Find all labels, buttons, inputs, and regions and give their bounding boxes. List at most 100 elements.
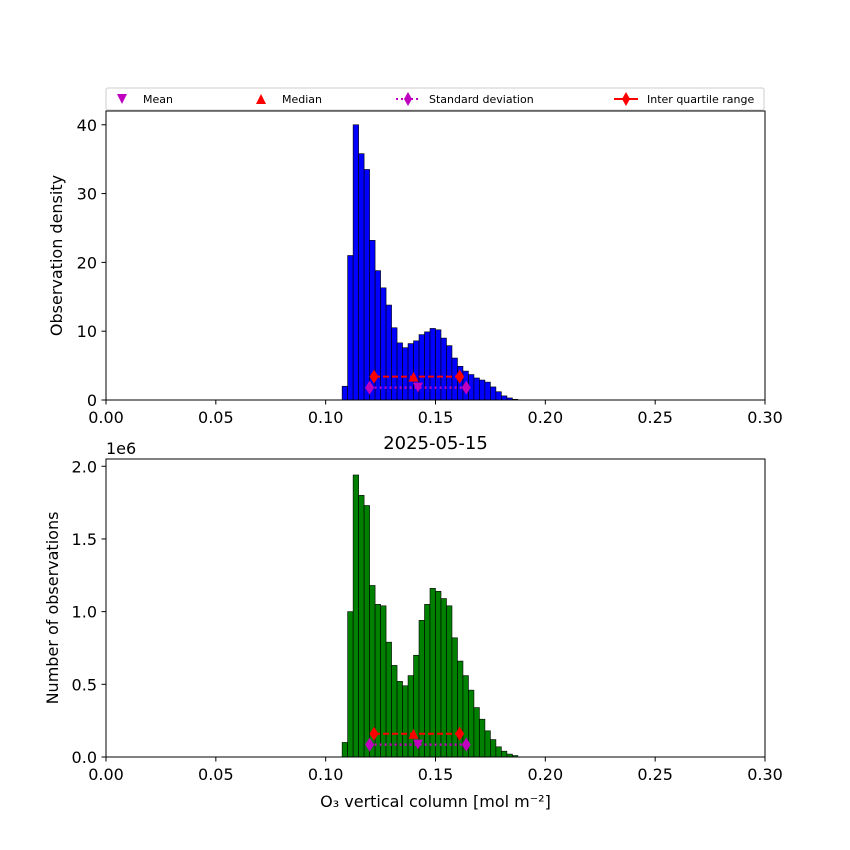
legend-diamond-icon [404, 92, 412, 106]
legend-label: Standard deviation [429, 93, 534, 106]
density-x-tick-label: 0.00 [88, 408, 124, 427]
count-chart-title: 2025-05-15 [383, 433, 488, 454]
legend: Mean Median Standard deviation Inter quarti… [105, 87, 765, 111]
count-x-tick-label: 0.30 [747, 765, 783, 784]
count-bar [490, 739, 497, 758]
density-bar [501, 395, 508, 401]
density-x-tick-label: 0.05 [198, 408, 234, 427]
density-bar [495, 391, 502, 401]
count-bar [341, 742, 348, 758]
count-bar [418, 620, 425, 758]
count-bar [429, 588, 436, 758]
count-bar [451, 637, 458, 758]
count-iqr-marker [369, 726, 379, 741]
density-bar [396, 342, 403, 401]
density-mean-marker [412, 382, 423, 393]
count-x-tick-label: 0.05 [198, 765, 234, 784]
legend-triangle-up-icon [256, 94, 266, 104]
count-bar [363, 505, 370, 758]
density-bar [446, 345, 453, 401]
count-bar [347, 611, 354, 758]
density-bar [429, 328, 436, 401]
legend-item: Standard deviation [396, 92, 534, 106]
count-x-tick-label: 0.15 [418, 765, 454, 784]
density-bar [479, 379, 486, 401]
density-x-tick-label: 0.15 [418, 408, 454, 427]
density-y-ticks: 0 10 20 30 40 [77, 116, 106, 410]
count-x-tick-label: 0.00 [88, 765, 124, 784]
count-y-axis-label: Number of observations [43, 512, 62, 705]
count-y-offset-label: 1e6 [106, 439, 136, 458]
count-bar [385, 641, 392, 758]
count-bar [358, 495, 365, 758]
density-x-ticks: 0.00 0.05 0.10 0.15 0.20 0.25 0.30 [88, 400, 783, 427]
density-y-tick-label: 20 [77, 253, 97, 272]
count-bar [468, 689, 475, 758]
count-bar [402, 685, 409, 758]
density-y-axis-label: Observation density [47, 175, 66, 336]
x-axis-label: O₃ vertical column [mol m⁻²] [320, 792, 551, 811]
count-y-tick-label: 0.0 [72, 748, 97, 767]
legend-label: Mean [143, 93, 173, 106]
density-std-marker [365, 380, 375, 395]
count-bar [479, 718, 486, 758]
count-x-tick-label: 0.25 [637, 765, 673, 784]
density-bar [435, 329, 442, 401]
count-x-tick-label: 0.20 [528, 765, 564, 784]
legend-label: Median [282, 93, 322, 106]
count-stat-markers [365, 726, 471, 752]
density-y-tick-label: 40 [77, 116, 97, 135]
density-iqr-marker [455, 369, 465, 384]
legend-triangle-down-icon [117, 94, 127, 104]
legend-item: Mean [117, 93, 173, 106]
count-mean-marker [412, 739, 423, 750]
count-histogram-panel: 0.00 0.05 0.10 0.15 0.20 0.25 0.30 0.0 0.5 1.0 1.… [43, 433, 783, 811]
density-bar [363, 169, 370, 401]
density-y-tick-label: 30 [77, 185, 97, 204]
count-bar [352, 474, 359, 758]
density-bar [490, 386, 497, 401]
legend-item: Inter quartile range [614, 92, 754, 106]
count-std-marker [461, 737, 471, 752]
count-bar [457, 660, 464, 758]
density-iqr-marker [369, 369, 379, 384]
count-bar [495, 746, 502, 758]
count-bar [473, 707, 480, 758]
density-bar [440, 337, 447, 401]
density-std-marker [461, 380, 471, 395]
density-stat-markers [365, 369, 471, 395]
count-bar [484, 730, 491, 758]
count-y-tick-label: 1.0 [72, 603, 97, 622]
density-bar [385, 304, 392, 401]
count-y-ticks: 0.0 0.5 1.0 1.5 2.0 [72, 457, 106, 767]
count-bar [435, 590, 442, 758]
density-x-tick-label: 0.30 [747, 408, 783, 427]
density-bar [407, 343, 414, 401]
density-y-tick-label: 0 [87, 391, 97, 410]
density-bar [358, 153, 365, 401]
count-x-tick-label: 0.10 [308, 765, 344, 784]
density-x-tick-label: 0.20 [528, 408, 564, 427]
count-y-tick-label: 2.0 [72, 457, 97, 476]
legend-frame [105, 87, 765, 111]
count-y-tick-label: 1.5 [72, 530, 97, 549]
count-bar [391, 665, 398, 758]
density-bar [473, 377, 480, 401]
legend-diamond-icon [622, 92, 630, 106]
legend-label: Inter quartile range [647, 93, 754, 106]
count-median-marker [408, 728, 419, 739]
density-histogram-panel: 0.00 0.05 0.10 0.15 0.20 0.25 0.30 0 10 20 30 40 O… [47, 110, 783, 427]
count-y-tick-label: 0.5 [72, 675, 97, 694]
legend-item: Median [256, 93, 322, 106]
count-bar [501, 750, 508, 758]
density-median-marker [408, 371, 419, 382]
density-bar [391, 327, 398, 401]
density-bar [484, 381, 491, 401]
density-bar [341, 385, 348, 401]
count-iqr-marker [455, 726, 465, 741]
density-y-tick-label: 10 [77, 322, 97, 341]
density-x-tick-label: 0.10 [308, 408, 344, 427]
density-bar [352, 124, 359, 401]
density-x-tick-label: 0.25 [637, 408, 673, 427]
